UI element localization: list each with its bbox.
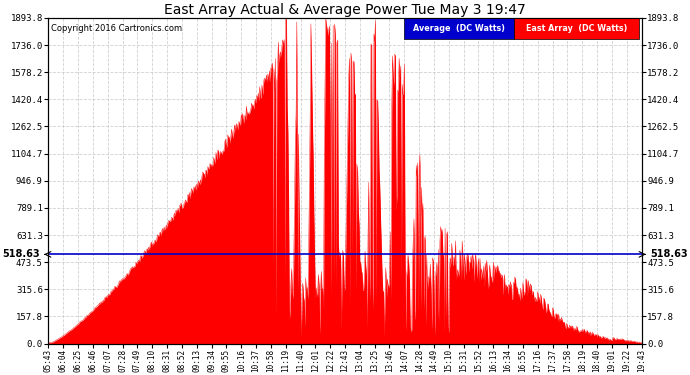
Text: East Array  (DC Watts): East Array (DC Watts): [526, 24, 627, 33]
Text: Copyright 2016 Cartronics.com: Copyright 2016 Cartronics.com: [51, 24, 183, 33]
FancyBboxPatch shape: [514, 18, 639, 39]
Text: 518.63: 518.63: [2, 249, 39, 259]
Text: 518.63: 518.63: [651, 249, 688, 259]
FancyBboxPatch shape: [404, 18, 514, 39]
Title: East Array Actual & Average Power Tue May 3 19:47: East Array Actual & Average Power Tue Ma…: [164, 3, 526, 17]
Text: Average  (DC Watts): Average (DC Watts): [413, 24, 505, 33]
